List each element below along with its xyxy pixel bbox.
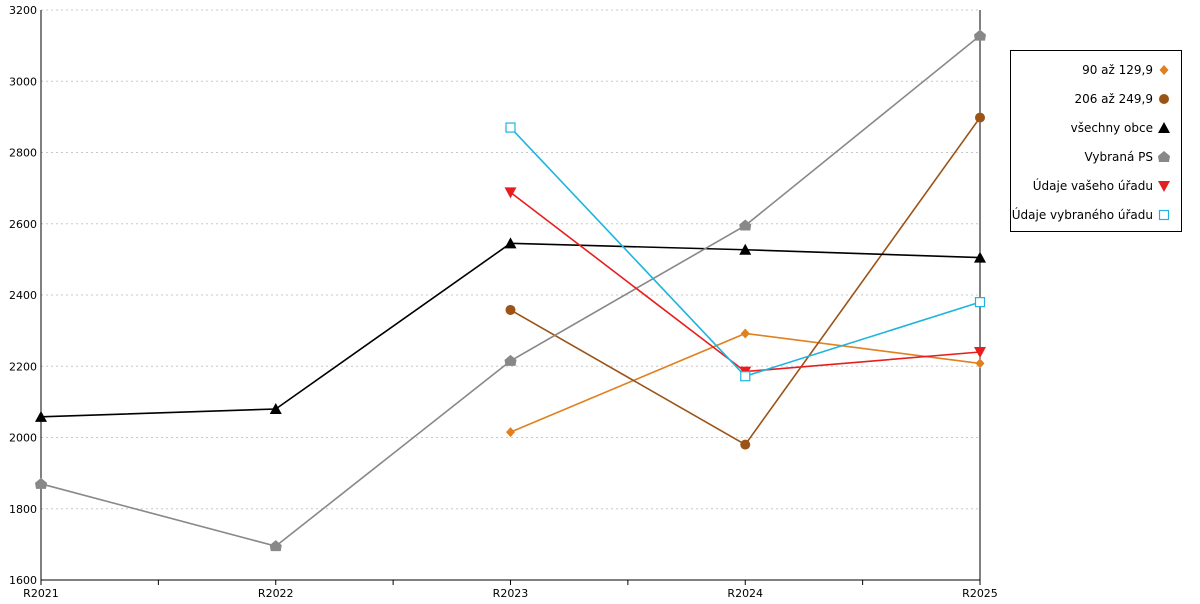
data-point-2-4: [974, 251, 986, 263]
legend-item-2: všechny obce: [1009, 118, 1181, 138]
data-point-5-3: [740, 371, 751, 382]
series-line-0: [510, 332, 981, 433]
data-point-3-2: [504, 354, 517, 366]
data-point-2-1: [269, 403, 282, 414]
legend-marker-shape: [1158, 122, 1170, 133]
series-markers: [35, 29, 986, 552]
data-point-2-3: [739, 243, 752, 255]
data-point-1-3: [740, 439, 751, 450]
legend-marker-icon: [1158, 151, 1170, 162]
y-tick-label: 1800: [9, 503, 37, 516]
y-tick-label: 2000: [9, 432, 37, 445]
data-point-0-2: [506, 427, 515, 438]
legend-item-4: Údaje vašeho úřadu: [1009, 176, 1181, 196]
legend-marker-shape: [1159, 94, 1169, 104]
y-tick-label: 2600: [9, 218, 37, 231]
legend-marker-icon: [1159, 94, 1169, 104]
data-point-5-4: [974, 297, 986, 308]
series-line-2: [40, 242, 981, 418]
series-lines: [40, 35, 981, 548]
data-point-3-0: [35, 477, 47, 489]
y-tick-label: 2800: [9, 147, 37, 160]
data-point-3-1: [269, 540, 282, 552]
grid: [41, 9, 980, 510]
legend-marker-icon: [1159, 65, 1169, 75]
data-point-3-4: [974, 29, 986, 41]
legend-marker-shape: [1158, 181, 1170, 192]
data-point-4-4: [974, 347, 986, 358]
axes: 1600 1800 2000 2200 2400 2600 2800 3000 3200 R202…: [9, 4, 998, 600]
legend-marker-icon: [1158, 209, 1170, 221]
x-tick-label: R2022: [258, 587, 294, 600]
data-point-4-2: [504, 187, 517, 199]
series-line-1: [510, 117, 981, 446]
legend-label: Údaje vybraného úřadu: [1011, 208, 1153, 222]
y-tick-label: 3200: [9, 4, 37, 17]
y-tick-label: 1600: [9, 574, 37, 587]
legend-item-3: Vybraná PS: [1009, 147, 1181, 167]
legend-marker-shape: [1158, 209, 1170, 221]
legend-item-0: 90 až 129,9: [1009, 60, 1181, 80]
data-point-2-0: [35, 410, 47, 422]
x-tick-label: R2021: [23, 587, 59, 600]
legend-marker-icon: [1158, 181, 1170, 192]
x-tick-label: R2024: [727, 587, 763, 600]
data-point-0-3: [740, 328, 750, 339]
y-tick-label: 2200: [9, 360, 37, 373]
legend-item-1: 206 až 249,9: [1009, 89, 1181, 109]
data-point-1-4: [975, 112, 985, 123]
series-line-4: [510, 191, 981, 373]
data-point-0-4: [975, 358, 985, 369]
data-point-1-2: [505, 304, 516, 315]
data-point-2-2: [504, 237, 517, 249]
legend-label: Údaje vašeho úřadu: [1032, 179, 1153, 193]
legend-label: Vybraná PS: [1084, 150, 1153, 164]
y-tick-label: 3000: [9, 75, 37, 88]
legend-label: 206 až 249,9: [1074, 92, 1153, 106]
y-tick-label: 2400: [9, 289, 37, 302]
legend-marker-shape: [1159, 65, 1169, 75]
legend-label: všechny obce: [1070, 121, 1153, 135]
legend-marker-shape: [1158, 151, 1170, 162]
legend: 90 až 129,9 206 až 249,9 všechny obce Vybra…: [1010, 50, 1182, 232]
legend-marker-icon: [1158, 122, 1170, 133]
series-line-3: [40, 35, 981, 548]
data-point-3-3: [739, 219, 752, 231]
x-tick-label: R2023: [493, 587, 529, 600]
legend-label: 90 až 129,9: [1082, 63, 1153, 77]
data-point-5-2: [505, 122, 516, 133]
legend-item-5: Údaje vybraného úřadu: [1009, 205, 1181, 225]
x-tick-label: R2025: [962, 587, 998, 600]
